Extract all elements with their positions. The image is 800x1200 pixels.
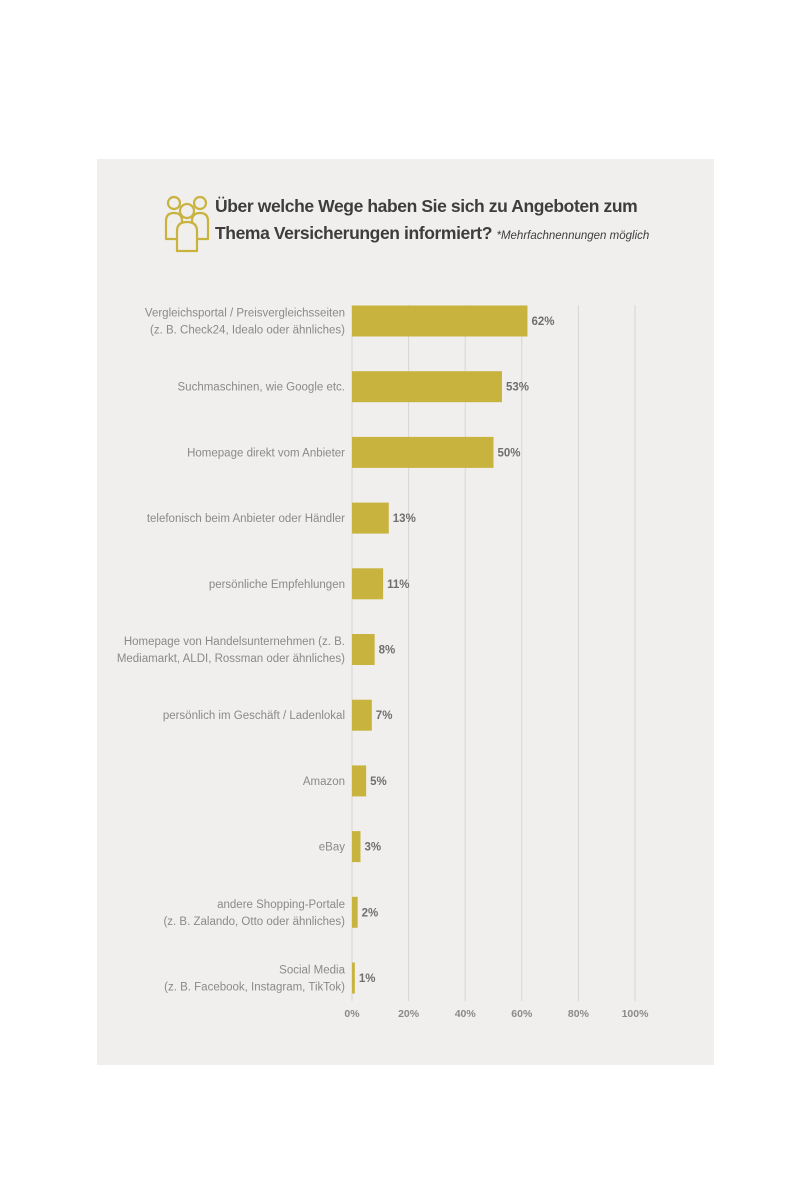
category-label-line: Suchmaschinen, wie Google etc. — [178, 382, 345, 394]
bar — [352, 831, 361, 863]
category-label: persönliche Empfehlungen — [209, 579, 345, 591]
category-label-line: Social Media — [279, 965, 345, 977]
category-label-line: (z. B. Check24, Idealo oder ähnliches) — [150, 325, 345, 337]
x-tick-label: 100% — [622, 1008, 650, 1020]
category-label-line: Homepage direkt vom Anbieter — [187, 447, 345, 459]
category-label: persönlich im Geschäft / Ladenlokal — [163, 710, 345, 722]
category-label-line: Vergleichsportal / Preisvergleichsseiten — [145, 308, 345, 320]
chart-title: Über welche Wege haben Sie sich zu Angeb… — [215, 196, 638, 243]
category-label: Amazon — [303, 776, 345, 788]
x-tick-label: 20% — [398, 1008, 420, 1020]
bar — [352, 305, 528, 337]
category-label: Vergleichsportal / Preisvergleichsseiten… — [145, 308, 345, 337]
bar-chart: 0% 20% 40% 60% 80% 100% 62% Vergleichsportal / … — [117, 305, 650, 1020]
category-label: Social Media (z. B. Facebook, Instagram, … — [164, 965, 345, 994]
bar-value-label: 62% — [531, 316, 554, 328]
category-label-line: persönlich im Geschäft / Ladenlokal — [163, 710, 345, 722]
category-label-line: eBay — [319, 842, 345, 854]
bar-value-label: 11% — [387, 579, 409, 591]
bar — [352, 371, 502, 403]
bar — [352, 502, 389, 534]
category-label: Homepage von Handelsunternehmen (z. B. Me… — [117, 636, 345, 665]
category-label-line: persönliche Empfehlungen — [209, 579, 345, 591]
category-label: eBay — [319, 842, 345, 854]
bar-value-label: 7% — [376, 710, 393, 722]
bar-value-label: 8% — [379, 645, 396, 657]
bar-value-label: 50% — [498, 447, 521, 459]
bar-value-label: 1% — [359, 973, 376, 985]
x-tick-label: 40% — [455, 1008, 477, 1020]
bar — [352, 568, 384, 600]
x-tick-label: 0% — [344, 1008, 360, 1020]
category-label: Suchmaschinen, wie Google etc. — [178, 382, 345, 394]
bar — [352, 699, 372, 731]
bar-value-label: 13% — [393, 513, 416, 525]
chart-panel: Über welche Wege haben Sie sich zu Angeb… — [97, 159, 714, 1065]
bar — [352, 436, 494, 468]
bar — [352, 896, 358, 928]
x-tick-label: 80% — [568, 1008, 590, 1020]
category-label: andere Shopping-Portale (z. B. Zalando, O… — [163, 899, 345, 928]
category-label-line: (z. B. Facebook, Instagram, TikTok) — [164, 982, 345, 994]
bar-value-label: 2% — [362, 907, 379, 919]
bar-value-label: 3% — [364, 842, 381, 854]
chart-note: *Mehrfachnennungen möglich — [496, 230, 650, 242]
chart-title-block: Über welche Wege haben Sie sich zu Angeb… — [215, 193, 695, 250]
bar — [352, 765, 367, 797]
category-label-line: telefonisch beim Anbieter oder Händler — [147, 513, 345, 525]
bar — [352, 962, 355, 994]
category-label-line: (z. B. Zalando, Otto oder ähnliches) — [163, 916, 345, 928]
bar — [352, 634, 375, 665]
category-label: telefonisch beim Anbieter oder Händler — [147, 513, 345, 525]
category-label-line: Homepage von Handelsunternehmen (z. B. — [124, 636, 345, 648]
bar-value-label: 53% — [506, 382, 529, 394]
x-tick-label: 60% — [511, 1008, 533, 1020]
people-group-icon — [164, 195, 210, 253]
category-label-line: andere Shopping-Portale — [217, 899, 345, 911]
category-label: Homepage direkt vom Anbieter — [187, 447, 345, 459]
category-label-line: Mediamarkt, ALDI, Rossman oder ähnliches… — [117, 653, 345, 665]
bar-value-label: 5% — [370, 776, 387, 788]
category-label-line: Amazon — [303, 776, 345, 788]
